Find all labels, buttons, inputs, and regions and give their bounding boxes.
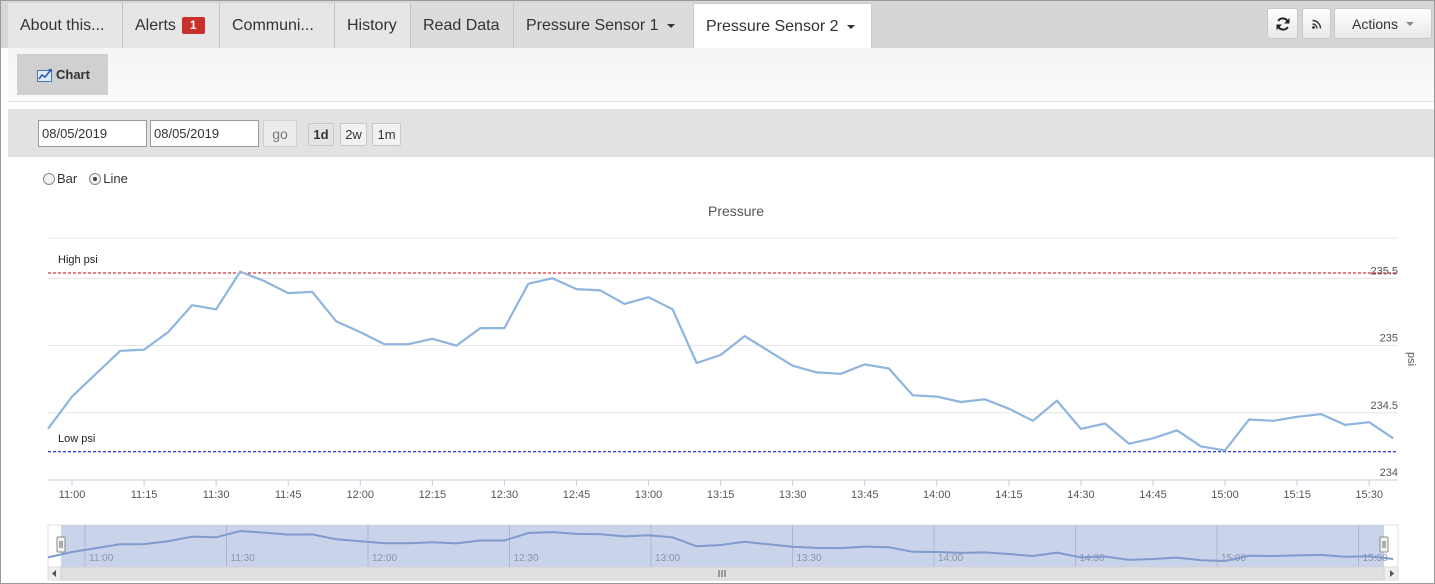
go-button[interactable]: go	[263, 120, 297, 147]
start-date-input[interactable]	[38, 120, 147, 147]
tab-communications[interactable]: Communi...	[220, 3, 335, 48]
tab-alerts-label: Alerts	[135, 16, 176, 34]
chevron-down-icon	[846, 24, 855, 29]
range-1d-button[interactable]: 1d	[308, 123, 334, 146]
actions-label: Actions	[1352, 15, 1398, 32]
tab-alerts[interactable]: Alerts 1	[123, 3, 220, 48]
line-radio-circle[interactable]	[89, 172, 102, 185]
chart-view-button[interactable]: Chart	[17, 54, 108, 95]
tab-pressure-sensor-2-label: Pressure Sensor 2	[706, 17, 839, 35]
tab-history[interactable]: History	[335, 3, 411, 48]
tab-about[interactable]: About this...	[8, 3, 123, 48]
tab-bar: About this... Alerts 1 Communi... Histor…	[1, 1, 1434, 49]
range-1m-button[interactable]: 1m	[372, 123, 401, 146]
date-range-bar: go 1d 2w 1m	[8, 109, 1434, 157]
navigator-right-handle[interactable]	[1379, 536, 1389, 553]
tab-read-data[interactable]: Read Data	[411, 3, 514, 48]
tab-read-data-label: Read Data	[423, 16, 500, 34]
chevron-down-icon	[1405, 21, 1414, 26]
range-2w-button[interactable]: 2w	[340, 123, 367, 146]
chart-icon	[37, 68, 52, 82]
tab-communications-label: Communi...	[232, 16, 314, 34]
alerts-count-badge: 1	[181, 17, 205, 34]
tab-pressure-sensor-1[interactable]: Pressure Sensor 1	[514, 3, 694, 48]
rss-button[interactable]	[1302, 8, 1331, 39]
line-radio-label: Line	[103, 171, 128, 186]
tab-pressure-sensor-2[interactable]: Pressure Sensor 2	[693, 3, 872, 49]
tab-history-label: History	[347, 16, 397, 34]
view-toolbar: Chart	[8, 48, 1434, 102]
tab-pressure-sensor-1-label: Pressure Sensor 1	[526, 16, 659, 34]
actions-dropdown-button[interactable]: Actions	[1334, 8, 1432, 39]
navigator-scrollbar-thumb[interactable]	[60, 566, 1385, 581]
refresh-icon	[1276, 16, 1289, 31]
chart-view-label: Chart	[56, 67, 90, 82]
refresh-button[interactable]	[1267, 8, 1298, 39]
chart-type-selector: Bar Line	[43, 171, 140, 186]
bar-radio[interactable]: Bar	[43, 171, 77, 186]
end-date-input[interactable]	[150, 120, 259, 147]
bar-radio-label: Bar	[57, 171, 78, 186]
line-radio[interactable]: Line	[89, 171, 128, 186]
rss-icon	[1311, 19, 1321, 29]
bar-radio-circle[interactable]	[43, 172, 55, 185]
tab-about-label: About this...	[20, 16, 105, 34]
navigator-left-handle[interactable]	[56, 536, 66, 553]
chevron-down-icon	[666, 23, 675, 28]
